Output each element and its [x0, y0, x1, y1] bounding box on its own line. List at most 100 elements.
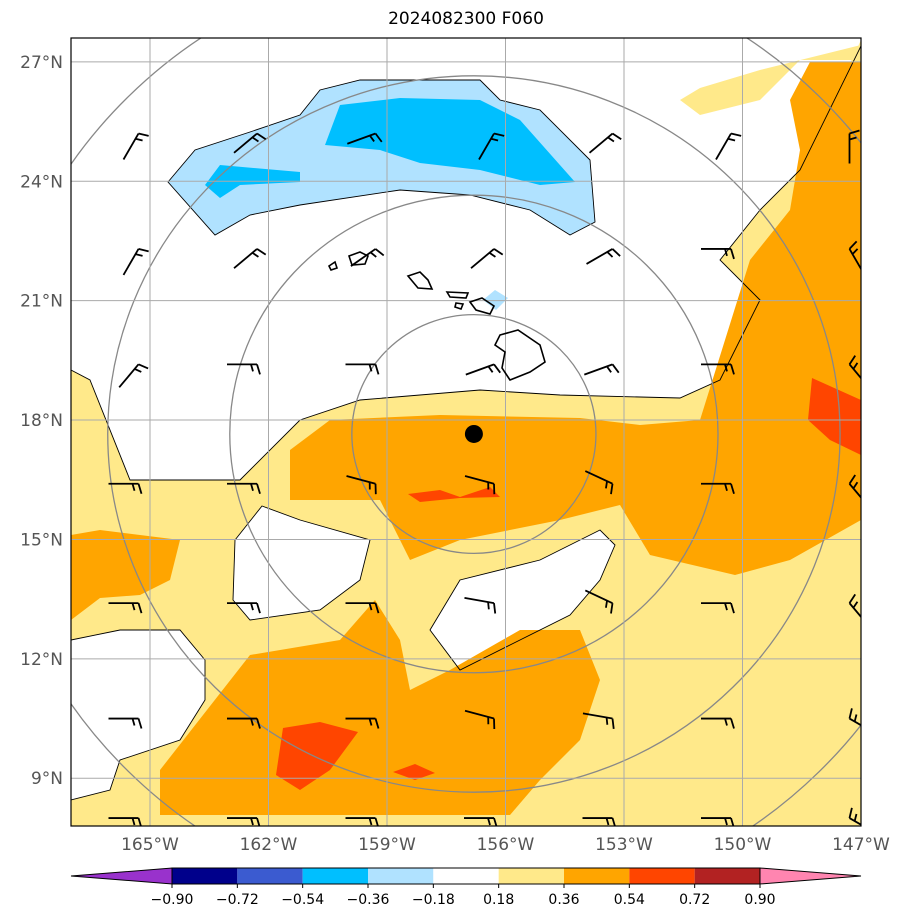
wind-barb	[588, 132, 622, 154]
lon-tick-label: 165°W	[121, 835, 179, 855]
lon-tick-label: 162°W	[240, 835, 298, 855]
wind-barb	[701, 248, 735, 260]
colorbar-bin	[629, 868, 695, 884]
colorbar-bin	[694, 868, 760, 884]
island-molokai	[445, 291, 470, 299]
gridlines	[71, 38, 861, 826]
island-kauai	[347, 251, 370, 266]
map-title: 2024082300 F060	[388, 9, 544, 29]
colorbar-tick-label: −0.90	[151, 892, 194, 908]
wind-barb	[227, 602, 261, 614]
colorbar-tick-label: −0.72	[216, 892, 259, 908]
lon-tick-labels: 165°W 162°W 159°W 156°W 153°W 150°W 147°W	[121, 835, 890, 855]
wind-barb	[350, 248, 385, 267]
wind-barb	[118, 363, 149, 388]
lon-tick-label: 153°W	[595, 835, 653, 855]
colorbar-bin	[564, 868, 630, 884]
wind-barb	[464, 597, 497, 614]
range-ring	[351, 313, 597, 555]
wind-barb	[848, 807, 861, 826]
wind-barb	[345, 817, 379, 826]
colorbar-tick-label: −0.18	[412, 892, 455, 908]
range-ring	[229, 194, 719, 674]
wind-barb	[582, 712, 615, 730]
wind-barb	[582, 817, 616, 826]
wind-barb	[122, 248, 149, 276]
wind-barb	[465, 363, 501, 376]
colorbar-bin	[368, 868, 434, 884]
lat-tick-label: 12°N	[20, 650, 63, 670]
wind-barb	[233, 248, 267, 269]
wind-barb	[345, 717, 380, 729]
lat-tick-label: 24°N	[20, 172, 63, 192]
wind-barbs	[108, 129, 861, 826]
lat-tick-label: 15°N	[20, 530, 63, 550]
wind-barb	[227, 817, 261, 826]
wind-barb	[848, 593, 861, 627]
wind-barb	[701, 817, 735, 826]
wind-barb	[701, 602, 735, 614]
wind-barb	[848, 474, 861, 508]
colorbar-bin	[172, 868, 238, 884]
lon-tick-label: 150°W	[714, 835, 772, 855]
colorbar-tick-label: 0.54	[614, 892, 645, 908]
wind-barb	[464, 709, 496, 730]
contour-lines	[71, 45, 861, 801]
wind-barb	[108, 717, 143, 729]
wind-barb	[584, 470, 614, 495]
colorbar-bin	[302, 868, 368, 884]
wind-barb	[346, 475, 377, 495]
island-niihau	[327, 260, 339, 271]
wind-barb	[347, 132, 383, 145]
colorbar-frame	[171, 867, 761, 885]
colorbar-tick-label: 0.18	[483, 892, 514, 908]
plot-frame	[70, 37, 862, 827]
lat-tick-label: 27°N	[20, 53, 63, 73]
colorbar-extend-high	[759, 867, 862, 885]
wind-barb	[715, 132, 742, 160]
wind-barb	[122, 132, 149, 160]
island-maui	[468, 297, 496, 315]
colorbar-bin	[498, 868, 564, 884]
colorbar-tick-label: 0.36	[548, 892, 579, 908]
lon-tick-label: 159°W	[358, 835, 416, 855]
wind-barb	[701, 363, 735, 375]
wind-barb	[108, 602, 143, 614]
hawaii-islands	[327, 251, 546, 381]
wind-barb	[345, 363, 380, 375]
lat-tick-labels: 27°N 24°N 21°N 18°N 15°N 12°N 9°N	[20, 53, 63, 789]
wind-barb	[848, 240, 861, 276]
lon-tick-label: 147°W	[832, 835, 890, 855]
lat-tick-label: 9°N	[31, 769, 63, 789]
island-oahu	[406, 271, 434, 290]
contour-0.54-0.72	[276, 378, 861, 790]
island-lanai	[454, 302, 465, 310]
wind-barb	[108, 817, 142, 826]
colorbar-tick-label: −0.54	[281, 892, 324, 908]
wind-barb	[470, 248, 504, 269]
wind-barb	[848, 355, 861, 388]
colorbar-tick-label: 0.72	[679, 892, 710, 908]
wind-barb	[848, 708, 861, 735]
lat-tick-label: 21°N	[20, 292, 63, 312]
wind-barb	[478, 132, 505, 160]
colorbar: −0.90 −0.72 −0.54 −0.36 −0.18 0.18 0.36 0.54 0.7…	[70, 867, 862, 908]
wind-barb	[227, 717, 261, 729]
colorbar-tick-label: 0.90	[744, 892, 775, 908]
wind-barb	[227, 363, 261, 375]
island-hawaii	[493, 329, 546, 381]
wind-barb	[584, 363, 620, 376]
colorbar-bin	[433, 868, 499, 884]
colorbar-extend-low	[70, 867, 173, 885]
wind-barb	[701, 482, 735, 494]
wind-barb	[848, 129, 860, 164]
contour-0.36-0.54	[71, 62, 861, 815]
colorbar-tick-label: −0.36	[347, 892, 390, 908]
lon-tick-label: 156°W	[477, 835, 535, 855]
wind-barb	[233, 132, 267, 154]
range-ring	[107, 75, 841, 793]
wind-barb	[701, 717, 735, 729]
lat-tick-label: 18°N	[20, 411, 63, 431]
